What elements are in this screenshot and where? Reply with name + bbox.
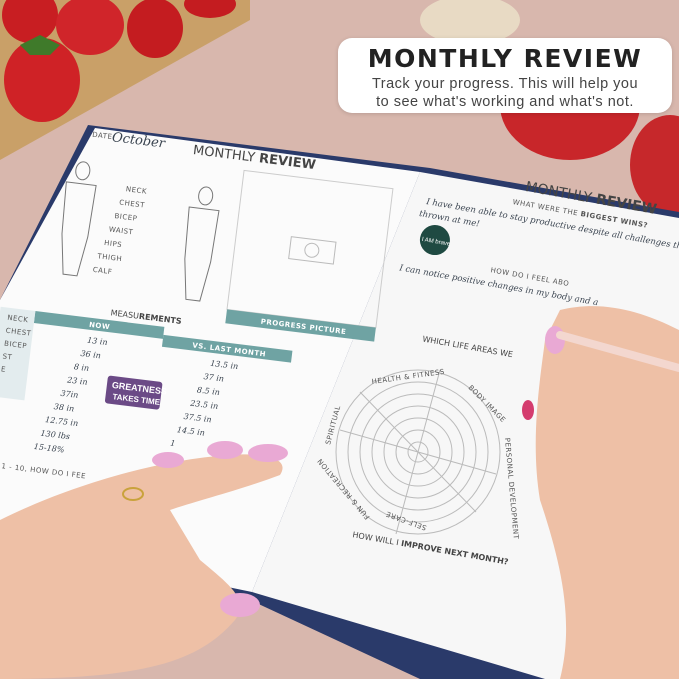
now-header [33,311,165,339]
svg-text:1: 1 [170,439,176,449]
row-labels: NECK CHEST BICEP ST E [1,314,33,374]
svg-text:NECK: NECK [7,314,29,325]
svg-text:WAIST: WAIST [108,225,134,236]
date-label: DATE: [92,131,116,142]
svg-text:37 in: 37 in [203,372,224,383]
svg-text:13 in: 13 in [87,336,108,347]
svg-text:CHEST: CHEST [119,199,146,210]
banner-title: MONTHLY REVIEW [367,44,643,73]
strawberries [2,0,236,122]
greatness-sticker: GREATNESS TAKES TIME [104,375,167,410]
left-hand [0,441,288,679]
svg-text:37.5 in: 37.5 in [183,412,212,424]
svg-text:23.5 in: 23.5 in [189,399,219,411]
svg-text:15-18%: 15-18% [33,442,65,455]
svg-text:38 in: 38 in [53,402,74,413]
svg-text:CALF: CALF [92,266,112,276]
vs-values: 13.5 in 37 in 8.5 in 23.5 in 37.5 in 14.… [170,359,239,449]
svg-text:E: E [1,365,7,374]
row-label-column [0,306,36,401]
svg-text:BICEP: BICEP [4,340,28,351]
i-am-brave-badge: I AM brave [419,225,451,256]
svg-text:12.75 in: 12.75 in [45,415,79,428]
svg-text:HIPS: HIPS [104,239,123,249]
progress-picture-bar [225,309,376,342]
svg-text:THIGH: THIGH [96,252,123,263]
body-labels: NECK CHEST BICEP WAIST HIPS THIGH CALF [92,185,147,276]
svg-text:I AM brave: I AM brave [421,237,451,248]
date-value: October [111,130,166,151]
svg-text:NECK: NECK [125,185,147,196]
svg-text:BICEP: BICEP [114,212,138,223]
life-wheel [335,369,501,535]
svg-text:23 in: 23 in [66,375,88,387]
body-figures [61,161,220,302]
svg-text:130 lbs: 130 lbs [40,429,70,442]
svg-text:NOW: NOW [89,321,111,332]
svg-text:14.5 in: 14.5 in [176,425,205,437]
svg-text:ST: ST [2,352,13,361]
pen [556,331,679,372]
svg-text:13.5 in: 13.5 in [210,359,239,371]
now-values: 13 in 36 in 8 in 23 in 37in 38 in 12.75 … [33,336,108,455]
svg-text:37in: 37in [60,389,79,400]
svg-text:36 in: 36 in [80,349,101,360]
right-hand [522,306,679,679]
monthly-review-banner: MONTHLY REVIEW Track your progress. This… [338,38,672,113]
vs-last-month-header [161,334,293,363]
camera-icon [288,236,337,265]
svg-text:8 in: 8 in [73,362,89,373]
banner-subtitle: Track your progress. This will help you t… [371,76,639,110]
svg-text:8.5 in: 8.5 in [196,385,220,397]
svg-text:CHEST: CHEST [5,327,32,338]
gold-ring [122,487,144,501]
